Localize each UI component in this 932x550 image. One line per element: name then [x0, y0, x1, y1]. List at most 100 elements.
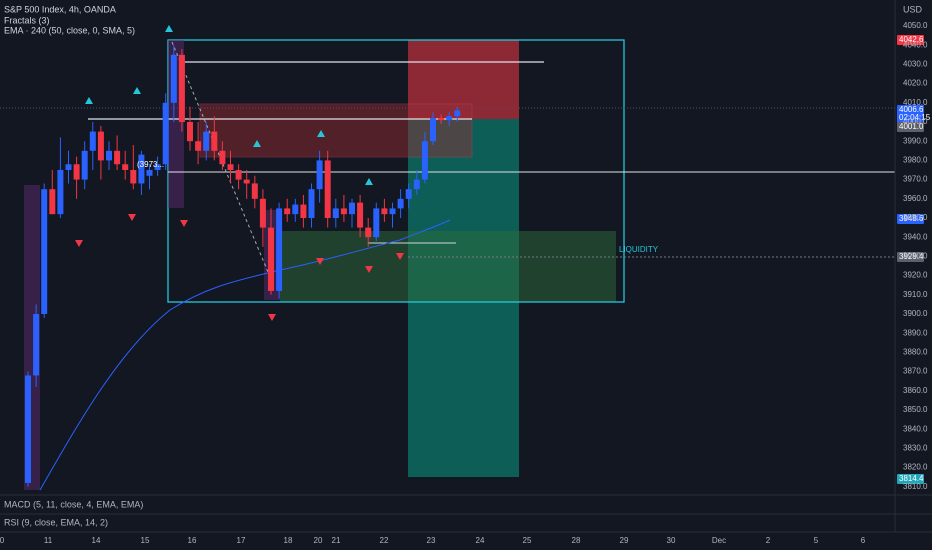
candle-body: [114, 150, 121, 165]
date-label: 30: [667, 536, 676, 545]
candle-body: [357, 202, 364, 228]
candle-body: [413, 179, 420, 190]
date-label: 15: [141, 536, 150, 545]
date-label: 16: [188, 536, 197, 545]
price-label: 3960.0: [903, 194, 928, 203]
candle-body: [430, 118, 436, 142]
price-label: 4050.0: [903, 21, 928, 30]
price-label: 4020.0: [903, 79, 928, 88]
price-tag-bg: [897, 252, 924, 262]
candle-body: [397, 198, 404, 209]
candle-body: [308, 189, 315, 218]
candle-body: [284, 208, 291, 215]
candle-body: [259, 198, 266, 228]
price-tag: 02:04:15: [899, 113, 931, 122]
date-label: 20: [314, 536, 323, 545]
price-label: 3930.0: [903, 252, 928, 261]
price-tag: 4042.6: [899, 35, 924, 44]
price-label: 4030.0: [903, 60, 928, 69]
candle-body: [454, 110, 461, 117]
candle-body: [203, 131, 210, 151]
price-tag-bg: [897, 35, 924, 45]
date-label: 0: [0, 536, 5, 545]
candle-body: [73, 164, 80, 180]
price-tag-bg: [897, 214, 924, 224]
date-label: 17: [237, 536, 246, 545]
price-label: 3880.0: [903, 348, 928, 357]
price-label: 3830.0: [903, 444, 928, 453]
candle-body: [49, 189, 56, 215]
candle-body: [292, 204, 299, 215]
candle-body: [170, 54, 177, 103]
candle-body: [251, 183, 258, 199]
candles: [25, 45, 461, 487]
candle-body: [300, 204, 307, 218]
candle-body: [276, 208, 283, 291]
indicator-label: EMA · 240 (50, close, 0, SMA, 5): [4, 25, 135, 35]
candle-body: [235, 170, 242, 180]
candle-body: [365, 227, 372, 238]
price-label: 3980.0: [903, 156, 928, 165]
price-label: 3920.0: [903, 271, 928, 280]
candle-body: [33, 314, 40, 376]
date-label: 25: [523, 536, 532, 545]
price-label: 3840.0: [903, 424, 928, 433]
price-tag-bg: [897, 105, 924, 115]
candle-body: [421, 141, 428, 180]
date-label: 14: [92, 536, 101, 545]
price-tag: 3814.4: [899, 474, 924, 483]
liquidity-label: LIQUIDITY: [619, 245, 659, 254]
price-label: 3910.0: [903, 290, 928, 299]
candle-body: [211, 131, 218, 151]
candle-body: [65, 164, 72, 170]
candle-body: [373, 208, 380, 238]
candle-body: [446, 116, 453, 121]
price-label: 3970.0: [903, 175, 928, 184]
date-label: 6: [861, 536, 866, 545]
date-label: 29: [620, 536, 629, 545]
candle-body: [81, 150, 88, 180]
candle-body: [25, 375, 31, 483]
date-label: 28: [572, 536, 581, 545]
price-label: 4000.0: [903, 117, 928, 126]
date-label: 23: [427, 536, 436, 545]
price-label: 3810.0: [903, 482, 928, 491]
price-label: 3950.0: [903, 213, 928, 222]
candle-body: [187, 122, 193, 142]
price-tag-bg: [897, 122, 924, 132]
candle-body: [316, 160, 323, 190]
price-label: 3820.0: [903, 463, 928, 472]
price-label: 4040.0: [903, 40, 928, 49]
candle-body: [219, 150, 226, 165]
candle-body: [89, 131, 96, 151]
stop-zone: [408, 40, 519, 119]
candle-body: [130, 170, 137, 184]
price-label: 4010.0: [903, 98, 928, 107]
date-label: 24: [476, 536, 485, 545]
date-label: 22: [380, 536, 389, 545]
indicator-label: Fractals (3): [4, 15, 50, 25]
candle-body: [340, 208, 347, 215]
candle-body: [438, 118, 445, 121]
rsi-label: RSI (9, close, EMA, 14, 2): [4, 517, 108, 527]
price-tag-bg: [897, 474, 924, 484]
candle-body: [154, 164, 161, 170]
price-tag-bg: [897, 113, 924, 123]
candle-body: [243, 179, 250, 184]
ema-line: [39, 219, 451, 491]
price-label: 3890.0: [903, 328, 928, 337]
candle-body: [349, 202, 355, 215]
candle-body: [106, 150, 112, 161]
candle-body: [324, 160, 331, 218]
symbol-title: S&P 500 Index, 4h, OANDA: [4, 4, 116, 14]
price-label: 3940.0: [903, 232, 928, 241]
date-label: Dec: [712, 536, 726, 545]
candle-body: [162, 102, 169, 165]
date-label: 18: [284, 536, 293, 545]
candle-body: [178, 54, 185, 122]
candle-body: [57, 170, 64, 215]
price-tag: 4001.0: [899, 122, 924, 131]
candle-body: [122, 164, 129, 170]
